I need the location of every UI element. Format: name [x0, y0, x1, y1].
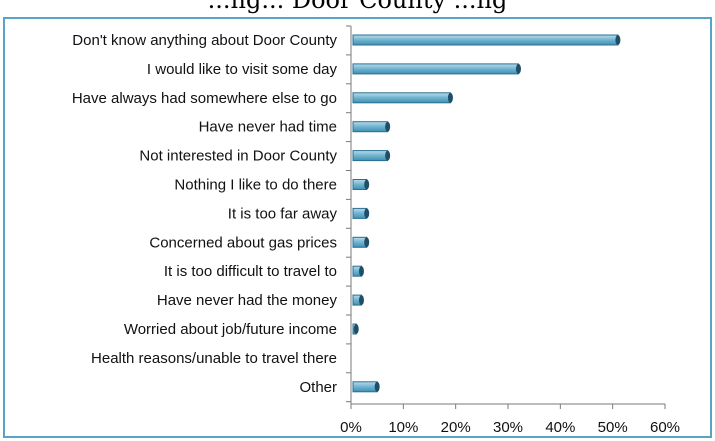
- bar-end-cap: [353, 324, 359, 334]
- bar: [352, 150, 389, 162]
- bar: [352, 92, 451, 104]
- x-tick-label: 40%: [545, 419, 575, 436]
- chart-box: [3, 17, 712, 438]
- chart-title-partial: ...ng... Door County ...ng: [207, 0, 508, 14]
- x-tick-label: 30%: [493, 419, 523, 436]
- category-label: Concerned about gas prices: [149, 234, 337, 251]
- bar-end-cap: [385, 121, 391, 132]
- category-label: I would like to visit some day: [147, 61, 338, 78]
- bar: [352, 63, 519, 75]
- bar: [352, 34, 619, 46]
- category-label: Health reasons/unable to travel there: [91, 350, 337, 367]
- category-label: It is too difficult to travel to: [164, 263, 337, 280]
- x-tick-label: 60%: [650, 419, 680, 436]
- bar-end-cap: [374, 381, 380, 392]
- category-label: Other: [299, 379, 337, 396]
- x-tick-label: 20%: [441, 419, 471, 436]
- category-label: Have always had somewhere else to go: [72, 90, 337, 107]
- category-label: Don't know anything about Door County: [72, 32, 337, 49]
- bar: [352, 381, 378, 393]
- category-label: Have never had time: [199, 119, 337, 136]
- bar-end-cap: [358, 266, 364, 277]
- x-tick-label: 50%: [598, 419, 628, 436]
- bar-end-cap: [515, 63, 521, 74]
- category-label: Worried about job/future income: [124, 321, 337, 338]
- bar-end-cap: [364, 179, 370, 190]
- category-label: Not interested in Door County: [139, 148, 337, 165]
- bar-end-cap: [447, 92, 453, 103]
- bar-end-cap: [385, 150, 391, 161]
- bar-end-cap: [358, 295, 364, 306]
- category-label: Have never had the money: [157, 292, 338, 309]
- x-tick-label: 0%: [340, 419, 362, 436]
- x-tick-label: 10%: [388, 419, 418, 436]
- category-label: Nothing I like to do there: [174, 177, 337, 194]
- bar-end-cap: [364, 237, 370, 248]
- bar-end-cap: [615, 35, 621, 45]
- category-label: It is too far away: [228, 205, 338, 222]
- bar-end-cap: [364, 208, 370, 219]
- bar: [352, 121, 389, 133]
